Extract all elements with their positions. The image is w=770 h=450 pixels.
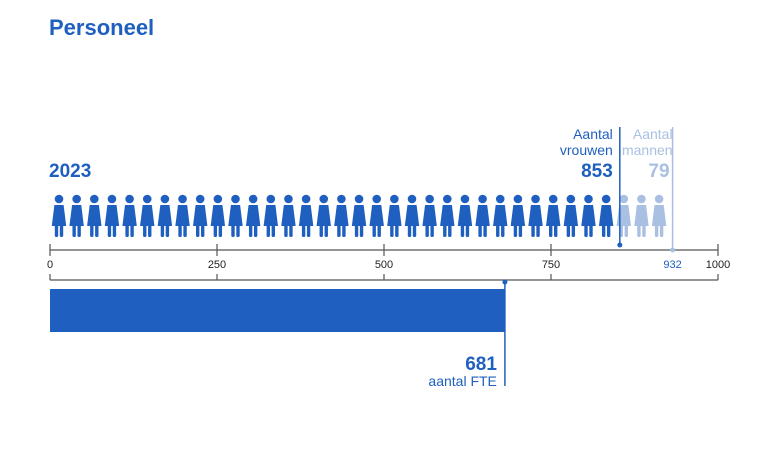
woman-icon bbox=[210, 194, 226, 237]
woman-icon bbox=[263, 194, 278, 237]
woman-icon bbox=[369, 194, 384, 237]
chart-title: Personeel bbox=[49, 15, 154, 40]
men-label-line1: Aantal bbox=[633, 126, 673, 142]
woman-icon bbox=[510, 194, 526, 237]
fte-label: aantal FTE bbox=[428, 373, 496, 389]
woman-icon bbox=[87, 194, 102, 237]
men-value: 79 bbox=[648, 161, 669, 182]
woman-icon bbox=[404, 194, 420, 237]
woman-icon bbox=[546, 194, 561, 237]
woman-icon bbox=[316, 194, 331, 237]
woman-icon bbox=[193, 194, 208, 237]
fte-value: 681 bbox=[465, 354, 497, 375]
woman-icon bbox=[440, 194, 455, 237]
x-axis: 0 250 500 750 1000 932 bbox=[47, 244, 730, 281]
woman-icon bbox=[475, 194, 490, 237]
tick-label: 500 bbox=[375, 259, 393, 271]
woman-icon bbox=[581, 194, 596, 237]
woman-icon bbox=[598, 194, 614, 237]
man-icon bbox=[651, 194, 667, 237]
woman-icon bbox=[51, 194, 67, 237]
woman-icon bbox=[334, 194, 349, 237]
woman-icon bbox=[387, 194, 402, 237]
woman-icon bbox=[563, 194, 579, 237]
woman-icon bbox=[175, 194, 190, 237]
tick-label: 250 bbox=[208, 259, 226, 271]
woman-icon bbox=[122, 194, 137, 237]
woman-icon bbox=[104, 194, 120, 237]
woman-icon bbox=[422, 194, 437, 237]
woman-icon bbox=[140, 194, 155, 237]
woman-icon bbox=[493, 194, 508, 237]
woman-icon bbox=[157, 194, 173, 237]
year-label: 2023 bbox=[49, 161, 91, 182]
men-marker-dot bbox=[670, 247, 676, 253]
woman-icon bbox=[228, 194, 243, 237]
fte-marker-dot bbox=[502, 279, 508, 285]
woman-icon bbox=[245, 194, 261, 237]
man-icon bbox=[634, 194, 649, 237]
woman-icon bbox=[298, 194, 314, 237]
fte-bar bbox=[50, 289, 505, 332]
total-tick-label: 932 bbox=[663, 259, 681, 271]
tick-label: 750 bbox=[542, 259, 560, 271]
woman-icon bbox=[457, 194, 473, 237]
men-label-line2: mannen bbox=[622, 142, 673, 158]
tick-label: 1000 bbox=[706, 259, 730, 271]
woman-icon bbox=[528, 194, 543, 237]
people-icon-row bbox=[51, 194, 667, 237]
women-value: 853 bbox=[581, 161, 613, 182]
women-label-line1: Aantal bbox=[573, 126, 613, 142]
man-icon bbox=[616, 194, 631, 237]
women-marker-dot bbox=[617, 242, 623, 248]
woman-icon bbox=[281, 194, 296, 237]
tick-label: 0 bbox=[47, 259, 53, 271]
woman-icon bbox=[69, 194, 84, 237]
woman-icon bbox=[351, 194, 367, 237]
women-label-line2: vrouwen bbox=[560, 142, 613, 158]
